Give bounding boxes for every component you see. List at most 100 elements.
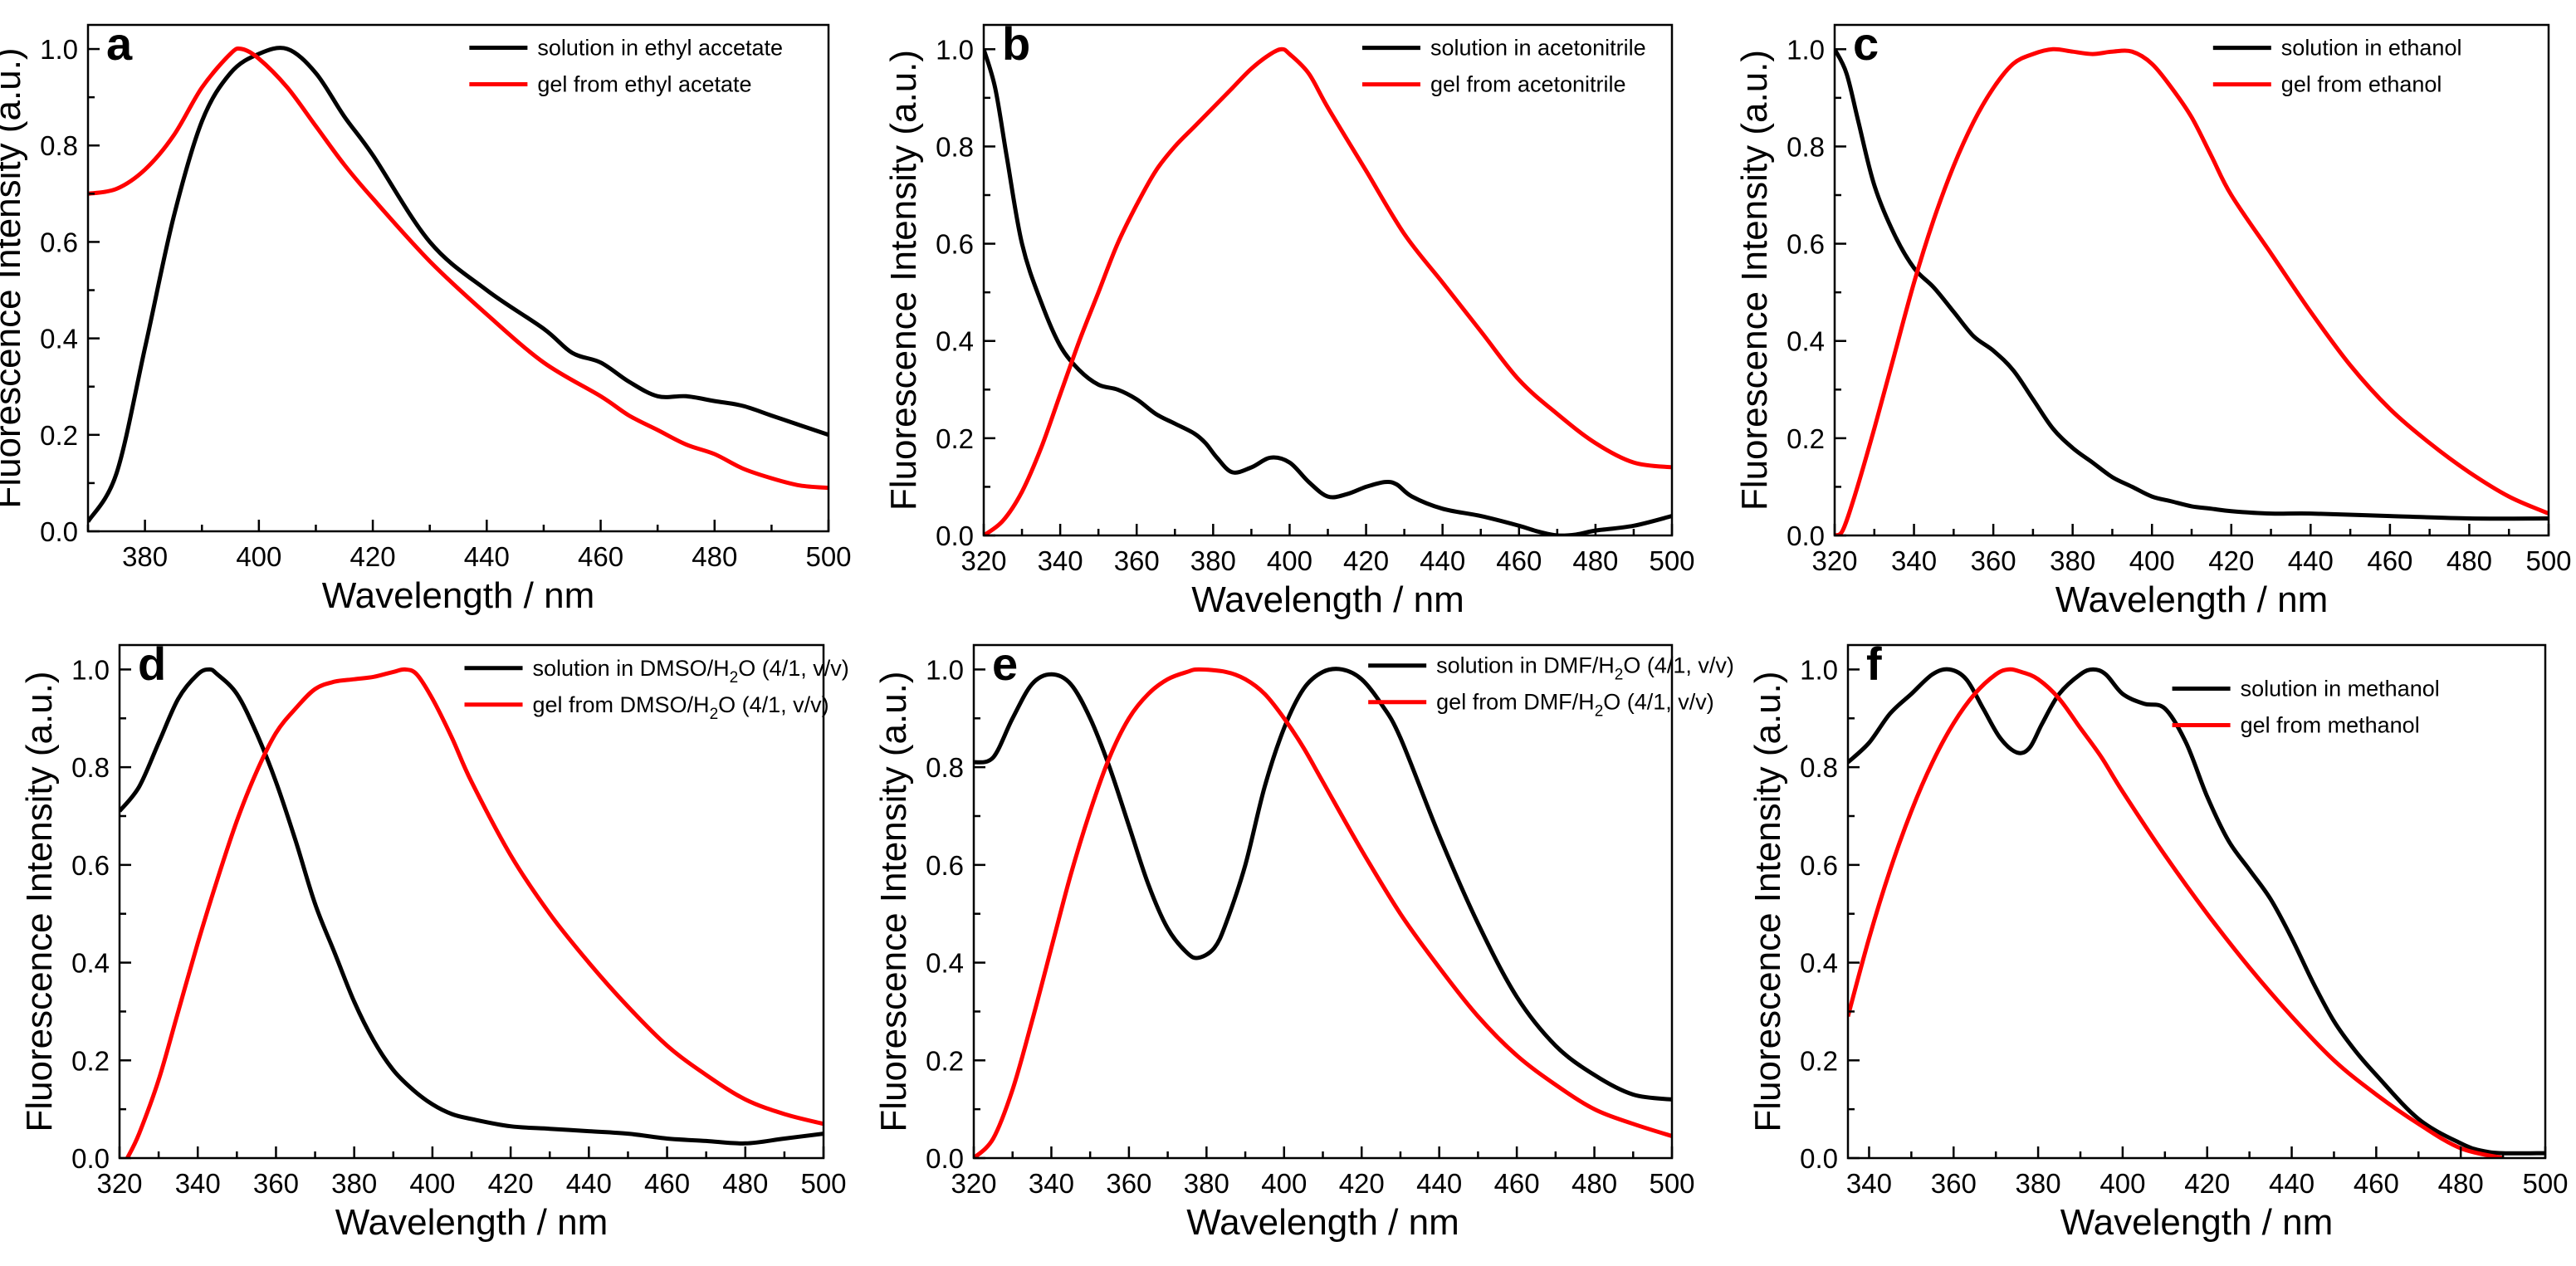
x-tick-label-f: 380 <box>2016 1168 2061 1199</box>
series-line-c-gel <box>1835 46 2549 535</box>
x-tick-label-f: 480 <box>2438 1168 2484 1199</box>
x-tick-label-d: 440 <box>566 1168 612 1199</box>
x-tick-label-e: 380 <box>1184 1168 1229 1199</box>
y-tick-label-b: 0.6 <box>936 229 974 260</box>
y-tick-label-a: 0.6 <box>40 227 78 257</box>
y-tick-label-d: 0.4 <box>71 948 110 979</box>
chart-panel-a: 380 400 420 440 460 480 500 0.0 0.2 0.4 0.6 0.8 1.0 W… <box>0 17 852 616</box>
y-tick-label-c: 0.6 <box>1787 229 1825 260</box>
x-tick-label-a: 440 <box>464 541 510 572</box>
x-tick-label-d: 360 <box>253 1168 299 1199</box>
y-tick-label-e: 0.2 <box>926 1045 964 1076</box>
series-line-a-solution <box>88 46 829 523</box>
legend-label-f-gel: gel from methanol <box>2241 713 2420 738</box>
x-axis-label-e: Wavelength / nm <box>1186 1202 1459 1243</box>
panel-letter-e: e <box>992 638 1018 690</box>
x-tick-label-d: 480 <box>722 1168 768 1199</box>
x-tick-label-d: 400 <box>409 1168 455 1199</box>
panel-letter-d: d <box>138 638 166 690</box>
x-tick-label-e: 340 <box>1029 1168 1074 1199</box>
series-line-f-solution <box>1848 667 2545 1156</box>
x-tick-label-f: 440 <box>2269 1168 2314 1199</box>
plot-frame-a <box>86 23 830 533</box>
y-tick-label-f: 0.4 <box>1800 948 1838 979</box>
x-tick-label-a: 460 <box>578 541 623 572</box>
x-tick-label-e: 440 <box>1416 1168 1462 1199</box>
series-line-a-gel <box>88 46 829 491</box>
x-tick-label-b: 360 <box>1114 545 1160 576</box>
legend-label-d-gel: gel from DMSO/H2O (4/1, v/v) <box>533 692 829 723</box>
x-tick-label-e: 420 <box>1339 1168 1385 1199</box>
x-tick-label-c: 480 <box>2446 545 2492 576</box>
legend-label-a-solution: solution in ethyl accetate <box>537 35 783 60</box>
x-tick-label-f: 460 <box>2354 1168 2399 1199</box>
y-tick-label-a: 0.4 <box>40 324 78 354</box>
y-tick-label-b: 1.0 <box>936 34 974 65</box>
x-tick-label-a: 500 <box>805 541 851 572</box>
legend-label-f-solution: solution in methanol <box>2241 677 2440 701</box>
x-tick-label-d: 340 <box>175 1168 221 1199</box>
y-tick-label-a: 1.0 <box>40 34 78 65</box>
chart-panel-b: 320 340 360 380 400 420 440 460 480 500 0.0 0.2 0.4 0… <box>883 17 1695 620</box>
x-tick-label-b: 500 <box>1649 545 1694 576</box>
panel-letter-a: a <box>106 17 133 70</box>
x-tick-label-a: 400 <box>236 541 281 572</box>
y-tick-label-b: 0.2 <box>936 423 974 454</box>
x-tick-label-e: 360 <box>1106 1168 1151 1199</box>
y-tick-label-a: 0.8 <box>40 130 78 161</box>
x-axis-label-d: Wavelength / nm <box>335 1202 609 1243</box>
plot-frame-b <box>982 23 1674 537</box>
x-tick-label-b: 420 <box>1343 545 1389 576</box>
legend-label-b-gel: gel from acetonitrile <box>1430 72 1626 97</box>
x-tick-label-d: 460 <box>644 1168 690 1199</box>
x-tick-label-b: 460 <box>1496 545 1542 576</box>
y-axis-label-a: Fluorescence Intensity (a.u.) <box>0 47 28 508</box>
y-axis-label-c: Fluorescence Intensity (a.u.) <box>1734 50 1775 511</box>
legend-label-e-gel: gel from DMF/H2O (4/1, v/v) <box>1436 690 1714 721</box>
plot-frame-f <box>1846 643 2547 1160</box>
series-line-c-solution <box>1835 48 2549 521</box>
y-tick-label-d: 1.0 <box>71 654 110 685</box>
y-axis-label-d: Fluorescence Intensity (a.u.) <box>19 671 60 1132</box>
legend-label-a-gel: gel from ethyl acetate <box>537 71 751 96</box>
y-tick-label-c: 0.0 <box>1787 521 1825 551</box>
x-tick-label-c: 320 <box>1811 545 1857 576</box>
x-tick-label-b: 340 <box>1038 545 1083 576</box>
x-tick-label-a: 480 <box>692 541 737 572</box>
x-axis-label-b: Wavelength / nm <box>1191 579 1464 620</box>
y-tick-label-c: 0.2 <box>1787 423 1825 454</box>
chart-panel-f: 340 360 380 400 420 440 460 480 500 0.0 0.2 0.4 0.6 0… <box>1747 638 2569 1243</box>
y-tick-label-b: 0.0 <box>936 521 974 551</box>
x-tick-label-c: 420 <box>2208 545 2254 576</box>
y-tick-label-f: 0.8 <box>1800 752 1838 783</box>
x-tick-label-d: 500 <box>800 1168 846 1199</box>
x-tick-label-c: 360 <box>1971 545 2016 576</box>
plot-frame-e <box>972 643 1674 1160</box>
y-tick-label-e: 0.4 <box>926 948 964 979</box>
y-tick-label-f: 0.2 <box>1800 1045 1838 1076</box>
x-tick-label-c: 340 <box>1891 545 1937 576</box>
x-tick-label-f: 400 <box>2099 1168 2145 1199</box>
series-line-b-solution <box>984 48 1672 535</box>
y-tick-label-f: 0.6 <box>1800 850 1838 881</box>
x-tick-label-c: 380 <box>2050 545 2095 576</box>
y-tick-label-e: 0.6 <box>926 850 964 881</box>
y-tick-label-c: 1.0 <box>1787 34 1825 65</box>
legend-label-e-solution: solution in DMF/H2O (4/1, v/v) <box>1436 653 1734 684</box>
y-tick-label-b: 0.8 <box>936 131 974 162</box>
series-line-e-solution <box>974 667 1672 1102</box>
x-tick-label-e: 500 <box>1649 1168 1694 1199</box>
panel-letter-f: f <box>1866 638 1882 690</box>
y-tick-label-e: 0.0 <box>926 1143 964 1174</box>
series-line-e-gel <box>974 667 1672 1158</box>
x-tick-label-b: 380 <box>1190 545 1236 576</box>
y-tick-label-d: 0.6 <box>71 850 110 881</box>
legend-label-b-solution: solution in acetonitrile <box>1430 36 1646 61</box>
x-tick-label-b: 400 <box>1267 545 1312 576</box>
y-tick-label-a: 0.0 <box>40 516 78 547</box>
y-tick-label-c: 0.8 <box>1787 131 1825 162</box>
x-tick-label-d: 320 <box>96 1168 142 1199</box>
x-tick-label-e: 320 <box>951 1168 996 1199</box>
legend-b: solution in acetonitrile gel from acetoni… <box>1361 36 1646 97</box>
series-line-d-gel <box>125 667 824 1158</box>
